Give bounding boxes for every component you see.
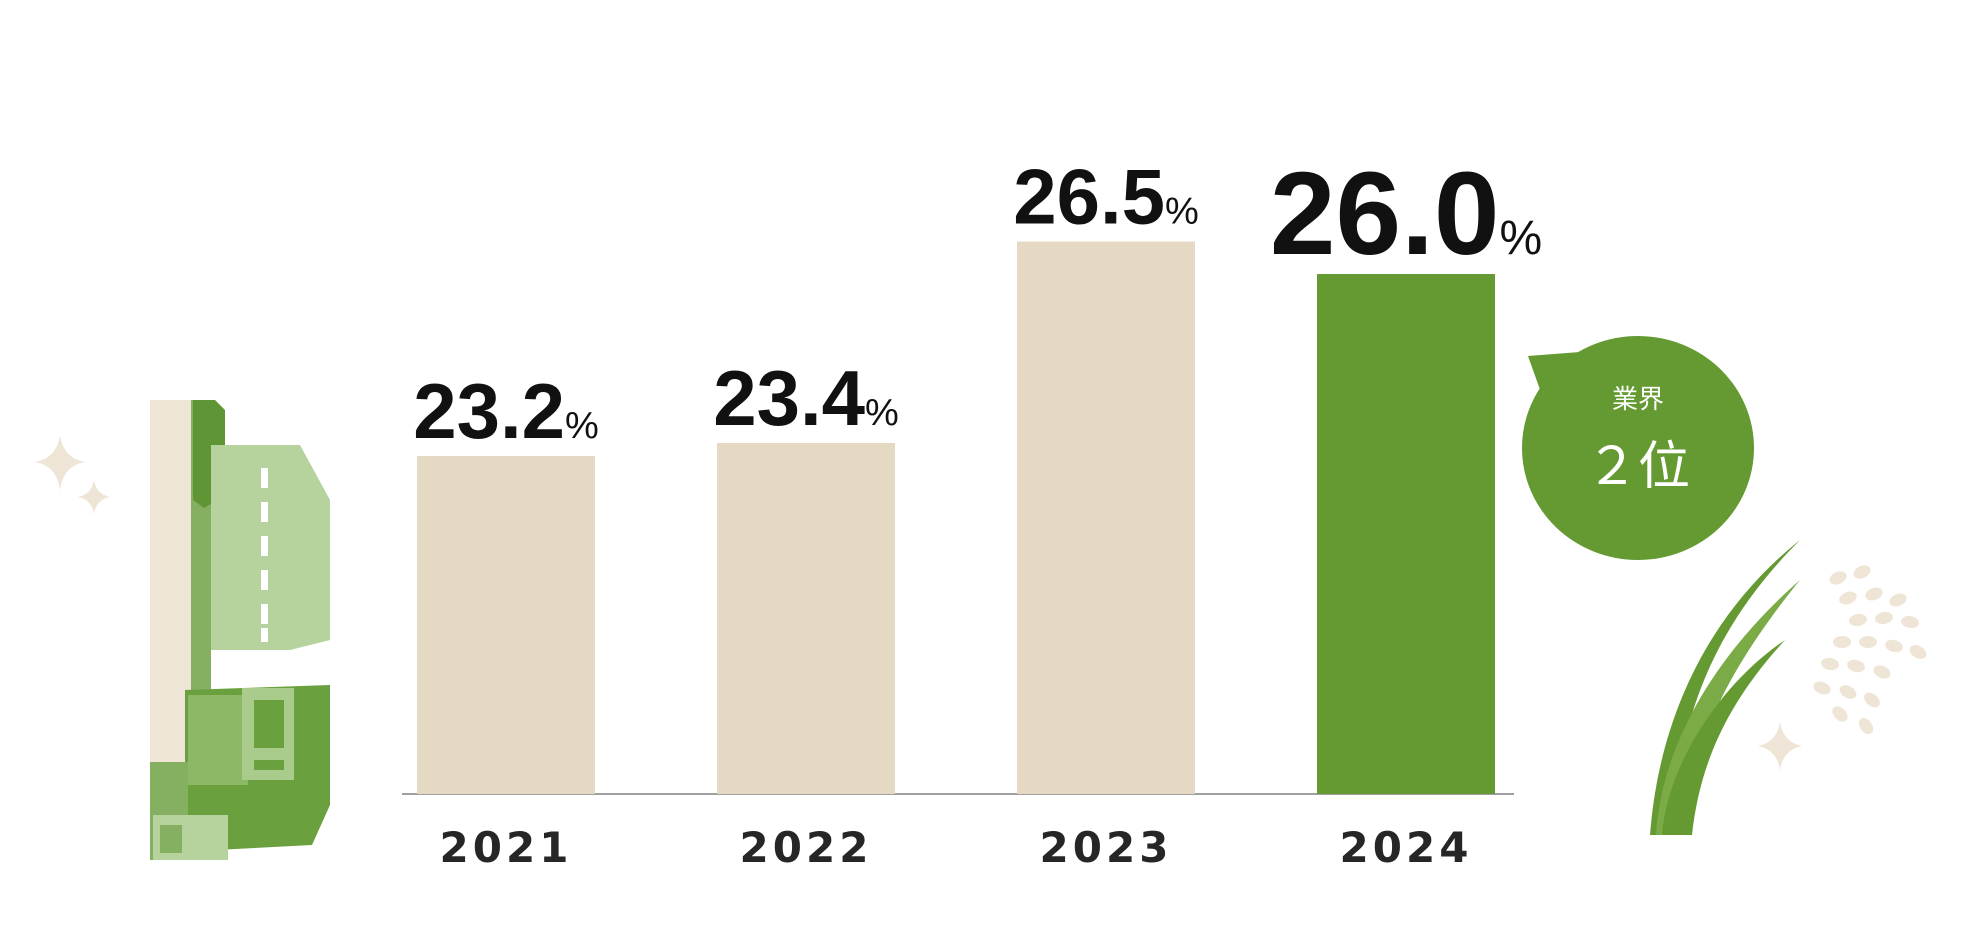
sparkle-icon [78, 480, 110, 514]
data-label-unit: % [565, 405, 599, 447]
rice-leaf [1662, 640, 1785, 835]
truck-step-detail [160, 825, 182, 853]
data-label-unit: % [1499, 212, 1542, 265]
data-label-2022: 23.4% [713, 354, 899, 442]
rice-grains [1813, 565, 1927, 735]
bubble-text-line1: 業界 [1612, 385, 1664, 415]
data-label-2023: 26.5% [1013, 153, 1199, 241]
truck-door [188, 695, 248, 785]
data-label-value: 26.5 [1013, 153, 1165, 241]
data-label-2021: 23.2% [413, 367, 599, 455]
rice-ear-illustration [1650, 540, 1927, 835]
bar-2024 [1317, 274, 1495, 794]
truck-grille [254, 700, 284, 748]
bars-group [417, 241, 1495, 794]
x-tick-label-2023: 2023 [1040, 823, 1173, 872]
truck-windshield [211, 445, 330, 650]
x-tick-labels-group: 2021 2022 2023 2024 [440, 823, 1473, 872]
bar-2023 [1017, 241, 1195, 794]
truck-bumper [254, 760, 284, 770]
sparkle-icon [35, 435, 85, 490]
bubble-body [1522, 336, 1754, 560]
x-tick-label-2021: 2021 [440, 823, 573, 872]
bar-2021 [417, 456, 595, 794]
green-truck-illustration [150, 400, 330, 860]
data-label-unit: % [1165, 191, 1199, 233]
x-tick-label-2022: 2022 [740, 823, 873, 872]
data-label-2024: 26.0% [1270, 148, 1542, 280]
bar-2022 [717, 443, 895, 794]
data-label-value: 26.0 [1270, 148, 1500, 280]
bubble-text-line2: ２位 [1586, 437, 1690, 497]
sparkle-icon [1758, 722, 1802, 770]
data-label-value: 23.2 [413, 367, 565, 455]
data-labels-group: 23.2% 23.4% 26.5% 26.0% [413, 148, 1542, 455]
x-tick-label-2024: 2024 [1340, 823, 1473, 872]
data-label-value: 23.4 [713, 354, 865, 442]
truck-road-marks [261, 468, 268, 642]
data-label-unit: % [865, 392, 899, 434]
rank-speech-bubble: 業界 ２位 [1522, 336, 1754, 560]
